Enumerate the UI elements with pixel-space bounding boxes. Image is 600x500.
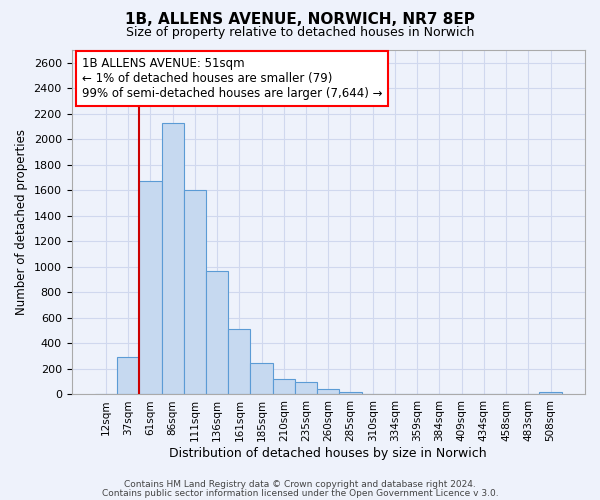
Text: 1B, ALLENS AVENUE, NORWICH, NR7 8EP: 1B, ALLENS AVENUE, NORWICH, NR7 8EP	[125, 12, 475, 28]
Bar	[206, 270, 228, 394]
Y-axis label: Number of detached properties: Number of detached properties	[15, 129, 28, 315]
Bar	[539, 392, 562, 394]
Bar	[272, 379, 295, 394]
Bar	[250, 362, 272, 394]
Text: 1B ALLENS AVENUE: 51sqm
← 1% of detached houses are smaller (79)
99% of semi-det: 1B ALLENS AVENUE: 51sqm ← 1% of detached…	[82, 57, 382, 100]
Bar	[184, 190, 206, 394]
Bar	[228, 330, 250, 394]
Bar	[295, 382, 317, 394]
Bar	[117, 358, 139, 395]
Text: Contains public sector information licensed under the Open Government Licence v : Contains public sector information licen…	[101, 488, 499, 498]
Bar	[139, 182, 161, 394]
X-axis label: Distribution of detached houses by size in Norwich: Distribution of detached houses by size …	[169, 447, 487, 460]
Bar	[317, 390, 340, 394]
Text: Contains HM Land Registry data © Crown copyright and database right 2024.: Contains HM Land Registry data © Crown c…	[124, 480, 476, 489]
Text: Size of property relative to detached houses in Norwich: Size of property relative to detached ho…	[126, 26, 474, 39]
Bar	[340, 392, 362, 394]
Bar	[161, 122, 184, 394]
